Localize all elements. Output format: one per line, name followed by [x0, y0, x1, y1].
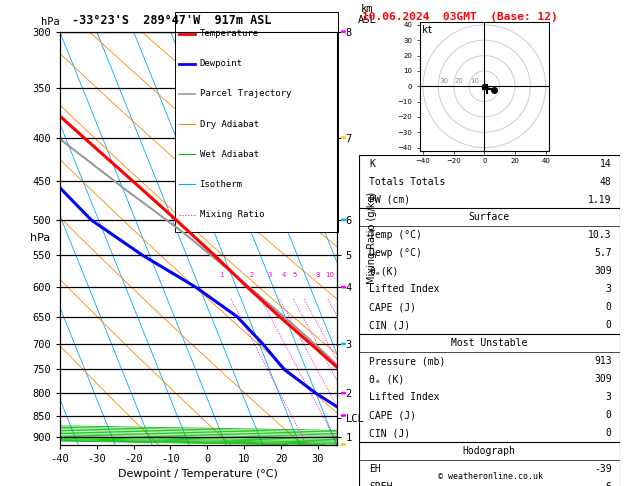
Text: Mixing Ratio: Mixing Ratio	[199, 210, 264, 219]
Text: hPa: hPa	[41, 17, 60, 27]
Text: 2: 2	[250, 272, 254, 278]
Text: 0: 0	[606, 302, 612, 312]
Text: 309: 309	[594, 374, 612, 384]
Text: 3: 3	[268, 272, 272, 278]
Text: 10: 10	[325, 272, 334, 278]
Text: 0: 0	[606, 428, 612, 438]
Text: 0: 0	[606, 320, 612, 330]
Text: Wet Adiabat: Wet Adiabat	[199, 150, 259, 159]
Text: Parcel Trajectory: Parcel Trajectory	[199, 89, 291, 99]
Text: CAPE (J): CAPE (J)	[369, 410, 416, 420]
Text: Dry Adiabat: Dry Adiabat	[199, 120, 259, 129]
Text: K: K	[369, 158, 375, 169]
Text: CIN (J): CIN (J)	[369, 428, 410, 438]
Text: 4: 4	[282, 272, 286, 278]
Text: 8: 8	[316, 272, 320, 278]
Text: Wet Adiabat: Wet Adiabat	[199, 150, 259, 159]
Text: Surface: Surface	[469, 212, 509, 223]
Text: 1: 1	[220, 272, 224, 278]
Text: Temp (°C): Temp (°C)	[369, 230, 422, 241]
Y-axis label: Mixing Ratio (g/kg): Mixing Ratio (g/kg)	[367, 192, 377, 284]
Text: hPa: hPa	[30, 233, 50, 243]
Text: 20: 20	[454, 78, 464, 84]
Text: CIN (J): CIN (J)	[369, 320, 410, 330]
Text: © weatheronline.co.uk: © weatheronline.co.uk	[438, 472, 543, 481]
Text: Lifted Index: Lifted Index	[369, 392, 440, 402]
Text: 3: 3	[606, 392, 612, 402]
Text: Dewpoint: Dewpoint	[199, 59, 243, 69]
Text: Dewpoint: Dewpoint	[199, 59, 243, 69]
Text: 10: 10	[470, 78, 479, 84]
Text: Parcel Trajectory: Parcel Trajectory	[199, 89, 291, 99]
Text: 1.19: 1.19	[588, 194, 612, 205]
Text: Temperature: Temperature	[199, 29, 259, 38]
Text: 10.3: 10.3	[588, 230, 612, 241]
Text: Lifted Index: Lifted Index	[369, 284, 440, 295]
Text: Temperature: Temperature	[199, 29, 259, 38]
Text: 6: 6	[606, 482, 612, 486]
Text: 5: 5	[292, 272, 297, 278]
Text: 913: 913	[594, 356, 612, 366]
Text: SREH: SREH	[369, 482, 392, 486]
Text: Totals Totals: Totals Totals	[369, 176, 445, 187]
Text: 5.7: 5.7	[594, 248, 612, 259]
Text: Most Unstable: Most Unstable	[451, 338, 527, 348]
Text: θₑ(K): θₑ(K)	[369, 266, 398, 277]
Text: 10.06.2024  03GMT  (Base: 12): 10.06.2024 03GMT (Base: 12)	[362, 12, 557, 22]
Text: kt: kt	[421, 25, 433, 35]
Text: Mixing Ratio: Mixing Ratio	[199, 210, 264, 219]
Text: Dry Adiabat: Dry Adiabat	[199, 120, 259, 129]
Text: 0: 0	[606, 410, 612, 420]
Text: 309: 309	[594, 266, 612, 277]
X-axis label: Dewpoint / Temperature (°C): Dewpoint / Temperature (°C)	[118, 469, 278, 479]
Text: -33°23'S  289°47'W  917m ASL: -33°23'S 289°47'W 917m ASL	[72, 14, 272, 27]
Text: θₑ (K): θₑ (K)	[369, 374, 404, 384]
FancyBboxPatch shape	[175, 12, 338, 232]
Text: Hodograph: Hodograph	[462, 446, 516, 456]
Text: -39: -39	[594, 464, 612, 474]
Text: 14: 14	[600, 158, 612, 169]
Text: 3: 3	[606, 284, 612, 295]
Text: Isotherm: Isotherm	[199, 180, 243, 189]
Text: Dewp (°C): Dewp (°C)	[369, 248, 422, 259]
Text: PW (cm): PW (cm)	[369, 194, 410, 205]
Text: 48: 48	[600, 176, 612, 187]
Text: km
ASL: km ASL	[357, 4, 376, 25]
Text: Isotherm: Isotherm	[199, 180, 243, 189]
Text: CAPE (J): CAPE (J)	[369, 302, 416, 312]
Text: EH: EH	[369, 464, 381, 474]
Text: Pressure (mb): Pressure (mb)	[369, 356, 445, 366]
Text: 30: 30	[439, 78, 448, 84]
